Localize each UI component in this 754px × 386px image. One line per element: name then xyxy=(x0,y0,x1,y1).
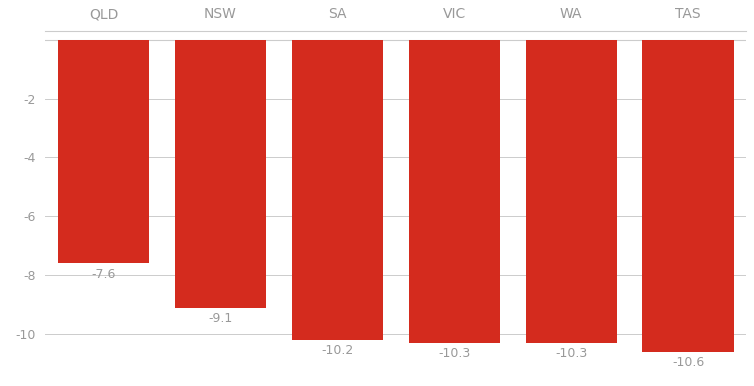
Bar xyxy=(642,40,734,352)
Bar xyxy=(526,40,617,343)
Text: -7.6: -7.6 xyxy=(91,268,116,281)
Bar xyxy=(58,40,149,264)
Bar xyxy=(292,40,383,340)
Text: -10.6: -10.6 xyxy=(672,356,704,369)
Text: -10.3: -10.3 xyxy=(438,347,470,361)
Text: -9.1: -9.1 xyxy=(208,312,233,325)
Text: -10.3: -10.3 xyxy=(555,347,587,361)
Bar xyxy=(175,40,266,308)
Bar xyxy=(409,40,500,343)
Text: -10.2: -10.2 xyxy=(321,344,354,357)
